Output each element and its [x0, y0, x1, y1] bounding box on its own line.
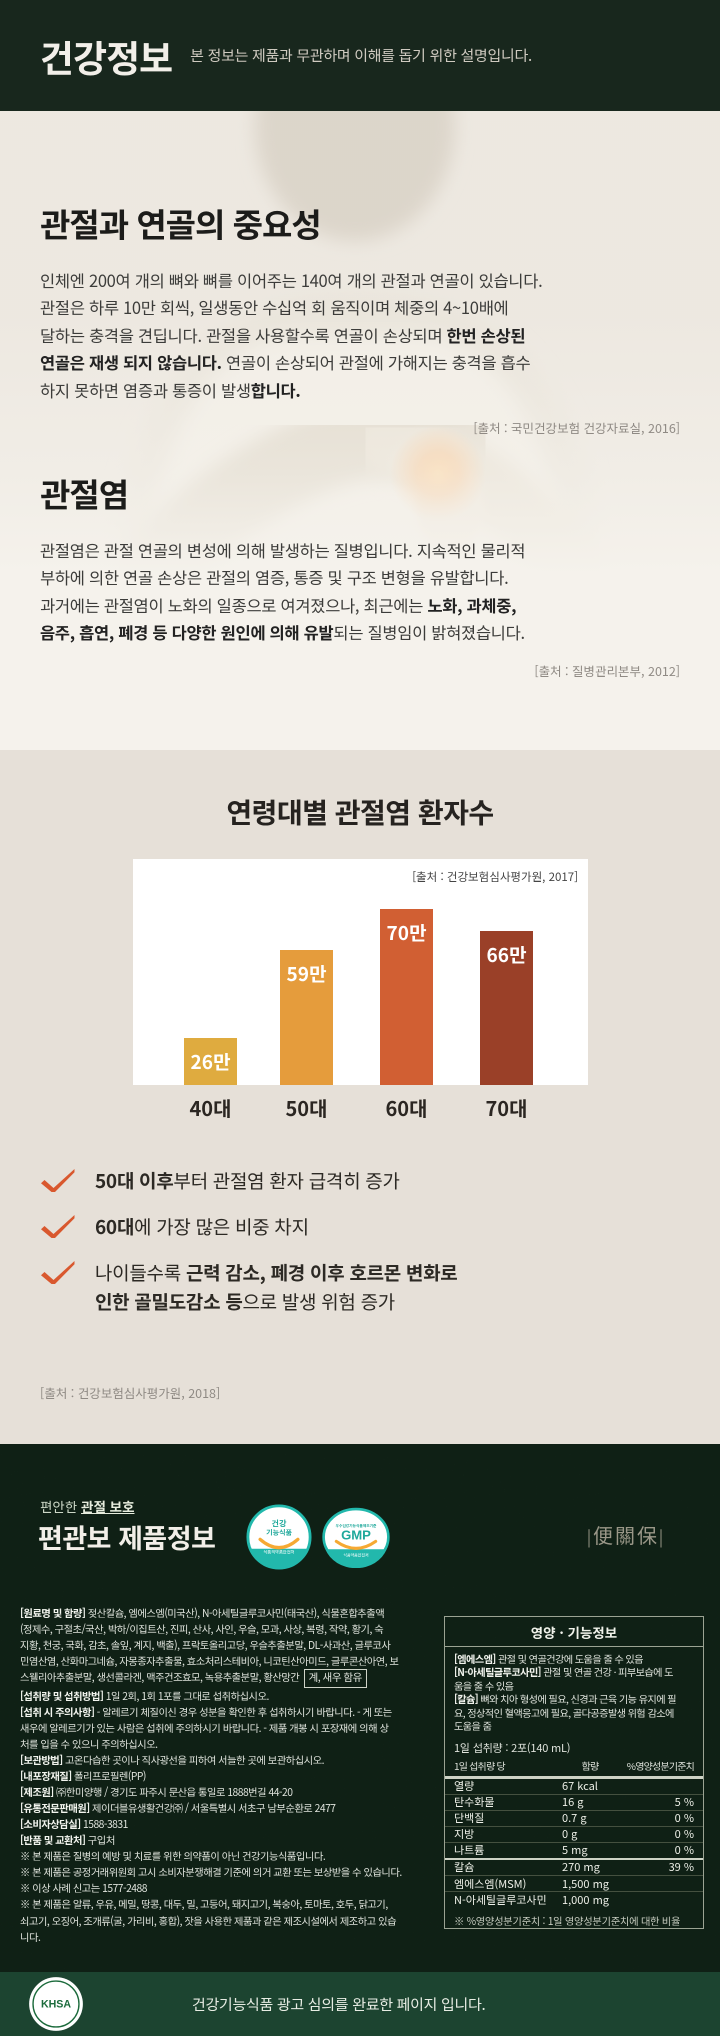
svg-text:기능식품: 기능식품	[266, 1528, 292, 1538]
svg-text:KHSA: KHSA	[41, 1998, 71, 2010]
svg-text:GMP: GMP	[341, 1528, 371, 1543]
svg-text:식품약품안전처: 식품약품안전처	[343, 1553, 369, 1559]
svg-text:식품의약품안전처: 식품의약품안전처	[263, 1550, 294, 1556]
